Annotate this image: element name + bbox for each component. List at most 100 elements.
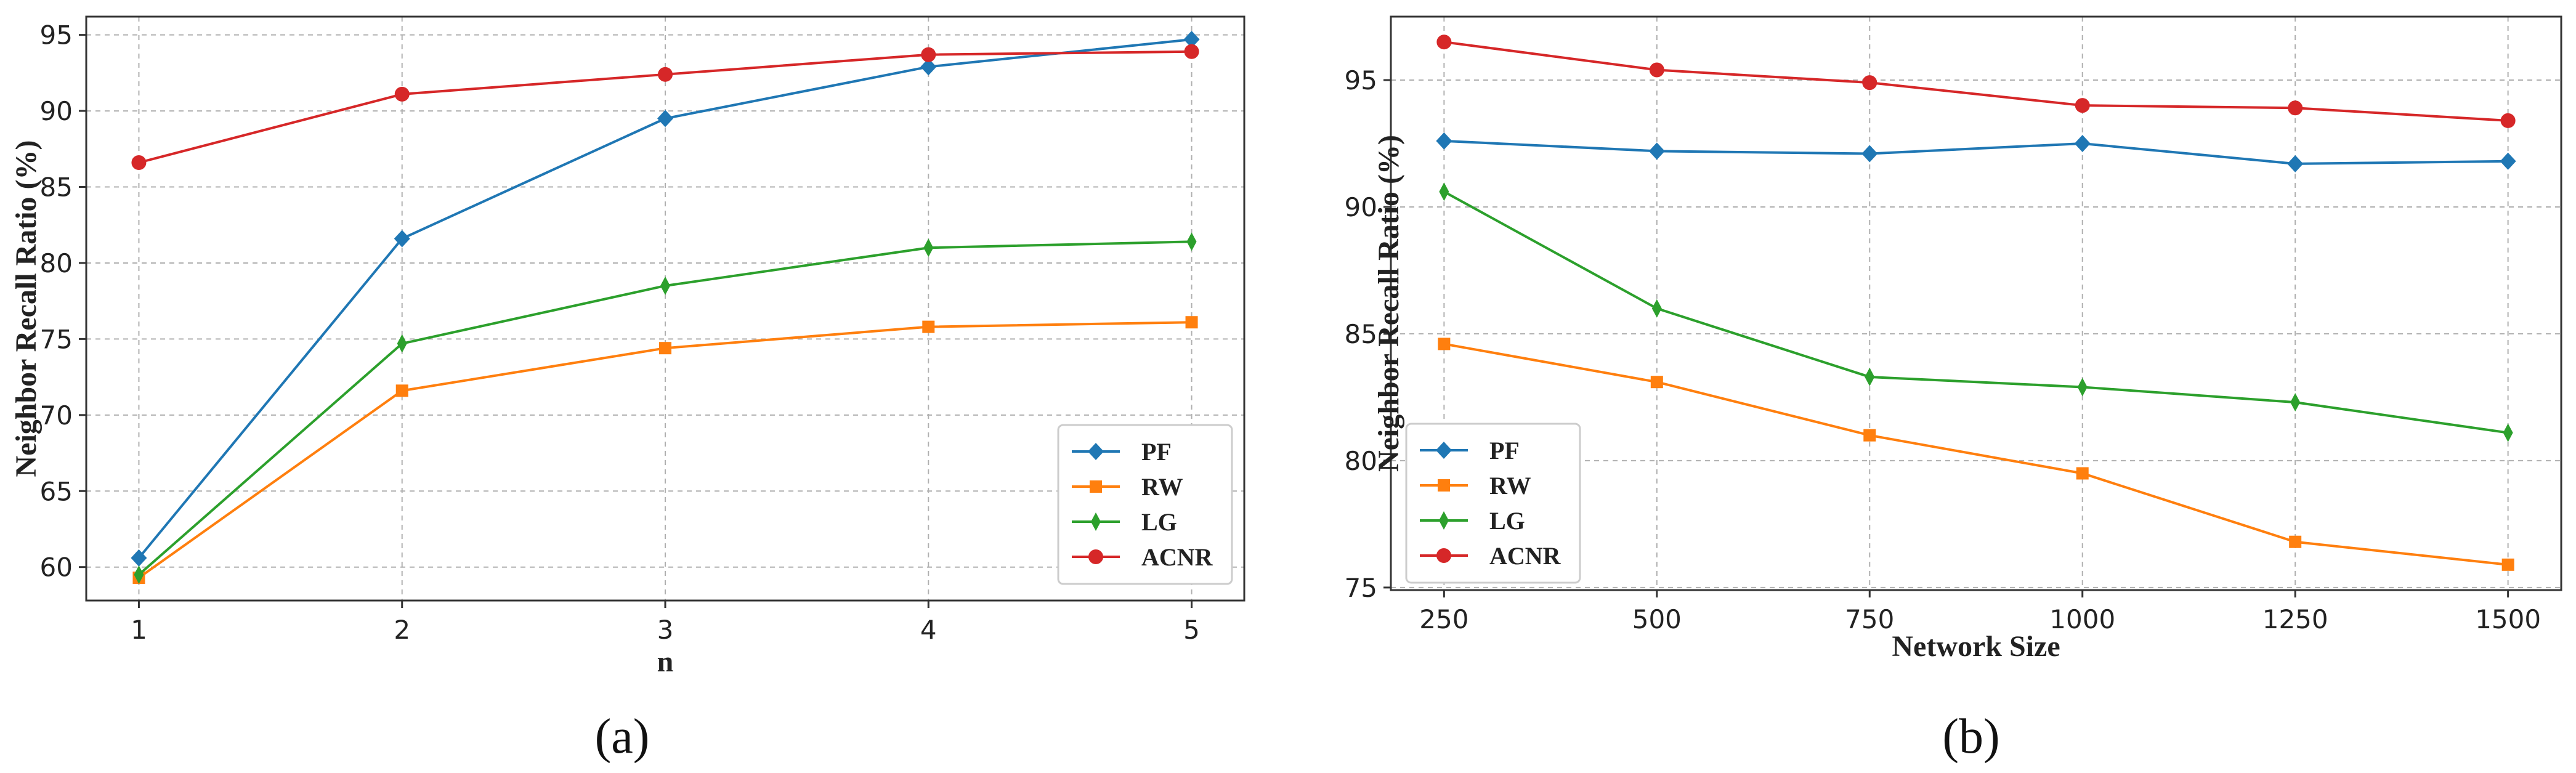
legend-swatch-marker (1436, 442, 1452, 459)
y-tick-label: 75 (40, 324, 73, 354)
data-point-rw (2076, 467, 2089, 480)
x-tick-label: 500 (1632, 604, 1682, 634)
series-rw (132, 316, 1198, 584)
series-lg (134, 232, 1197, 585)
data-point-pf (2500, 152, 2516, 170)
legend-swatch-marker (1090, 480, 1102, 493)
y-tick-label: 95 (40, 20, 73, 51)
plot-frame (1390, 15, 2562, 591)
data-point-acnr (1649, 62, 1664, 78)
data-point-lg (1865, 367, 1875, 386)
legend-label-rw: RW (1489, 472, 1531, 500)
legend-label-rw: RW (1141, 473, 1183, 501)
panel-caption: (a) (595, 710, 650, 764)
series-line-rw (1444, 342, 2508, 566)
legend-swatch-marker (1088, 443, 1104, 460)
legend-label-lg: LG (1489, 507, 1525, 535)
x-tick-label: 1 (131, 615, 147, 645)
data-point-acnr (2500, 113, 2516, 128)
y-tick-label: 65 (40, 476, 73, 506)
y-tick-label: 70 (40, 400, 73, 431)
x-tick-label: 3 (657, 615, 674, 645)
y-tick-label: 80 (1345, 446, 1377, 476)
y-tick-label: 90 (1345, 192, 1377, 222)
series-acnr (1436, 34, 2516, 128)
legend-swatch-marker (1436, 548, 1451, 563)
y-tick-label: 80 (40, 248, 73, 278)
legend-swatch-marker (1088, 549, 1103, 564)
legend: PF RW LG ACNR (1057, 424, 1233, 585)
data-point-lg (2503, 423, 2513, 442)
x-tick-label: 1500 (2475, 604, 2541, 634)
legend-label-pf: PF (1141, 438, 1172, 466)
x-axis-title: Network Size (1892, 630, 2060, 663)
y-tick-label: 85 (40, 172, 73, 203)
data-point-pf (131, 549, 147, 567)
data-point-acnr (2075, 98, 2090, 113)
x-tick-label: 2 (394, 615, 410, 645)
legend-swatch-marker (1439, 511, 1449, 530)
series-pf (1436, 132, 2516, 172)
data-point-lg (2290, 393, 2301, 412)
data-point-rw (1185, 316, 1198, 329)
data-point-lg (660, 276, 670, 295)
legend-label-acnr: ACNR (1489, 542, 1561, 570)
data-point-acnr (131, 155, 147, 170)
chart-panel-a: 1 2 3 4 5 60 65 70 75 80 85 90 95 n Neighbor Recall Ra… (10, 15, 1245, 764)
data-point-rw (2501, 558, 2514, 571)
data-point-acnr (921, 47, 936, 62)
x-tick-label: 1250 (2262, 604, 2328, 634)
series-pf (131, 31, 1200, 567)
x-tick-label: 1000 (2049, 604, 2115, 634)
y-tick-label: 75 (1345, 573, 1377, 603)
y-tick-label: 95 (1345, 65, 1377, 95)
data-point-acnr (1436, 34, 1452, 50)
data-point-pf (920, 58, 937, 76)
y-tick-label: 90 (40, 96, 73, 126)
data-point-lg (923, 238, 934, 257)
data-point-lg (2077, 378, 2088, 397)
legend-label-lg: LG (1141, 508, 1177, 536)
legend-label-acnr: ACNR (1141, 543, 1213, 571)
legend-swatch-marker (1091, 512, 1101, 531)
legend-box (1405, 423, 1581, 584)
y-tick-label: 60 (40, 552, 73, 583)
data-point-pf (1436, 132, 1452, 150)
data-point-acnr (1862, 75, 1877, 91)
legend-swatch-marker (1438, 479, 1450, 492)
data-point-pf (394, 230, 410, 248)
data-point-pf (2074, 134, 2091, 152)
series-rw (1438, 338, 2514, 571)
data-point-lg (1651, 299, 1662, 318)
data-point-lg (134, 565, 144, 585)
x-tick-label: 250 (1419, 604, 1468, 634)
data-point-pf (657, 110, 673, 127)
data-point-rw (922, 320, 935, 333)
data-point-rw (1650, 376, 1663, 389)
data-point-lg (397, 334, 407, 353)
data-point-pf (1861, 145, 1878, 163)
data-point-acnr (2288, 100, 2303, 116)
y-axis-title: Neighbor Recall Ratio (%) (10, 140, 43, 477)
series-line-pf (1444, 139, 2508, 165)
data-point-rw (659, 342, 671, 355)
legend: PF RW LG ACNR (1405, 423, 1581, 584)
data-point-acnr (658, 67, 673, 82)
legend-label-pf: PF (1489, 437, 1520, 464)
x-tick-label: 750 (1845, 604, 1894, 634)
data-point-lg (1439, 182, 1449, 201)
data-point-rw (395, 384, 408, 397)
y-axis-title: Neighbor Recall Ratio (%) (1372, 135, 1405, 472)
x-tick-label: 5 (1183, 615, 1200, 645)
series-line-lg (1443, 190, 2508, 434)
chart-panel-b: 250 500 750 1000 1250 1500 75 80 85 90 95 Network S… (1345, 15, 2562, 764)
x-tick-label: 4 (920, 615, 937, 645)
series-acnr (131, 44, 1199, 170)
data-point-rw (1863, 429, 1876, 442)
series-lg (1439, 182, 2513, 442)
data-point-acnr (394, 86, 410, 102)
y-tick-label: 85 (1345, 319, 1377, 349)
series-line-acnr (1444, 41, 2508, 122)
x-axis-title: n (657, 646, 674, 678)
